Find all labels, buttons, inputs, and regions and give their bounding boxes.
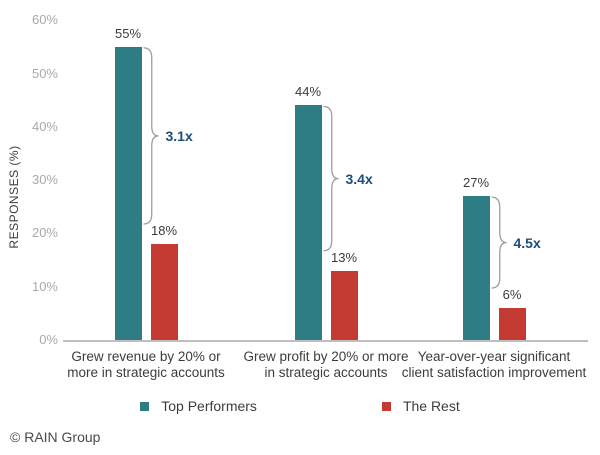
- category-label-0: Grew revenue by 20% or more in strategic …: [26, 349, 266, 381]
- bar-top-performers-1: [294, 105, 322, 340]
- bar-the-rest-1: [330, 270, 358, 340]
- brace-icon-0: [143, 47, 159, 225]
- y-tick-label: 50%: [31, 65, 58, 81]
- legend-swatch-top-performers-icon: [140, 401, 150, 411]
- bar-top-performers-0: [114, 46, 142, 340]
- y-tick-label: 60%: [31, 12, 58, 28]
- category-label-line: in strategic accounts: [264, 365, 388, 380]
- y-tick-label: 40%: [31, 118, 58, 134]
- brace-icon-1: [323, 105, 339, 252]
- legend-item-top-performers: Top Performers: [140, 398, 257, 414]
- category-label-line: more in strategic accounts: [67, 365, 225, 380]
- y-tick-label: 10%: [31, 278, 58, 294]
- legend: Top Performers The Rest: [0, 398, 600, 414]
- category-label-line: Grew revenue by 20% or: [71, 349, 221, 364]
- bar-the-rest-2: [498, 308, 526, 340]
- value-label-the-rest-0: 18%: [150, 223, 178, 239]
- category-label-1: Grew profit by 20% or more in strategic a…: [206, 349, 446, 381]
- y-tick-label: 30%: [31, 172, 58, 188]
- value-label-top-performers-2: 27%: [462, 175, 490, 191]
- legend-item-the-rest: The Rest: [381, 398, 460, 414]
- y-tick-label: 20%: [31, 225, 58, 241]
- copyright: © RAIN Group: [10, 429, 101, 445]
- legend-label-top-performers: Top Performers: [161, 398, 257, 414]
- category-label-2: Year-over-year significant client satisfa…: [374, 349, 600, 381]
- category-label-line: Grew profit by 20% or more: [243, 349, 409, 364]
- legend-swatch-the-rest-icon: [381, 401, 391, 411]
- category-label-line: client satisfaction improvement: [401, 365, 587, 380]
- multiplier-label-0: 3.1x: [165, 127, 193, 144]
- value-label-top-performers-1: 44%: [294, 84, 322, 100]
- bar-top-performers-2: [462, 196, 490, 340]
- bar-the-rest-0: [150, 244, 178, 340]
- x-axis-line: [63, 340, 588, 342]
- value-label-top-performers-0: 55%: [114, 25, 142, 41]
- category-label-line: Year-over-year significant: [417, 349, 571, 364]
- value-label-the-rest-1: 13%: [330, 249, 358, 265]
- legend-label-the-rest: The Rest: [402, 398, 460, 414]
- multiplier-label-1: 3.4x: [345, 170, 373, 187]
- y-tick-label: 0%: [39, 332, 58, 347]
- value-label-the-rest-2: 6%: [502, 287, 522, 303]
- multiplier-label-2: 4.5x: [513, 234, 541, 251]
- brace-icon-2: [491, 196, 507, 289]
